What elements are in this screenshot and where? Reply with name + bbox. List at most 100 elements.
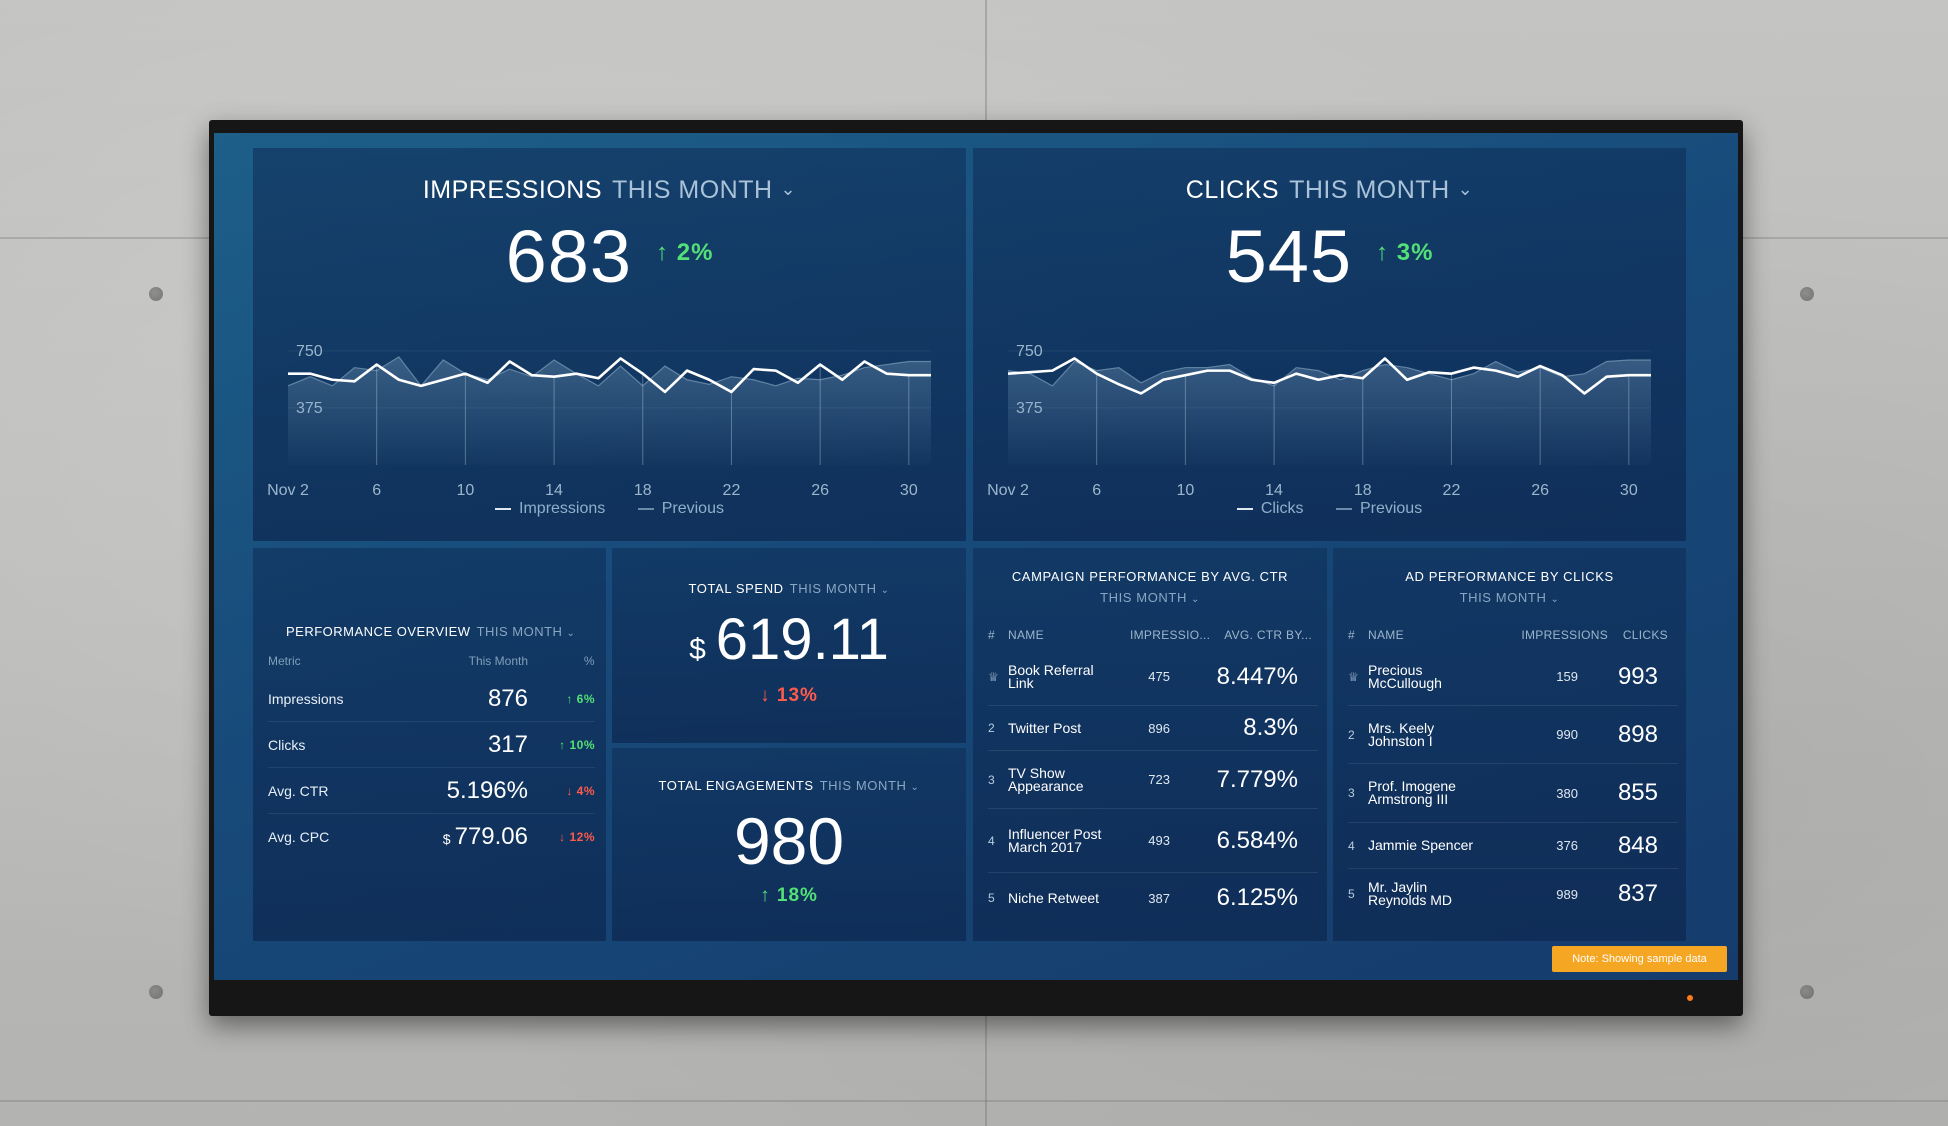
performance-overview-title: PERFORMANCE OVERVIEW — [286, 624, 471, 639]
x-tick-label: Nov 2 — [987, 482, 1029, 499]
legend-item-previous[interactable]: Previous — [1335, 500, 1422, 517]
row-name: Prof. Imogene Armstrong III — [1368, 778, 1456, 807]
x-tick-label: 14 — [545, 482, 563, 499]
table-row[interactable]: 3 Prof. Imogene Armstrong III 380 855 — [1348, 764, 1678, 823]
x-tick-label: 14 — [1265, 482, 1283, 499]
y-tick-label: 750 — [1016, 343, 1043, 360]
clicks-legend: Clicks Previous — [973, 500, 1686, 518]
wall-tie — [1800, 985, 1814, 999]
column-header-metric: Metric — [268, 654, 301, 668]
wall-seam — [0, 1100, 1948, 1102]
period-selector[interactable]: THIS MONTH — [476, 624, 563, 639]
performance-overview-card: PERFORMANCE OVERVIEW THIS MONTH ⌄ Metric T… — [253, 548, 606, 941]
table-row[interactable]: 4 Jammie Spencer 376 848 — [1348, 823, 1678, 869]
row-impressions: 723 — [1148, 772, 1170, 787]
row-value: 837 — [1617, 880, 1658, 907]
table-row[interactable]: 4 Influencer Post March 2017 493 6.584% — [988, 809, 1318, 873]
trophy-icon: ♕ — [988, 669, 999, 684]
table-row[interactable]: 2 Mrs. Keely Johnston I 990 898 — [1348, 706, 1678, 764]
power-led — [1687, 995, 1693, 1001]
period-selector[interactable]: THIS MONTH — [1289, 176, 1450, 204]
ad-rows: ♕ Precious McCullough 159 993 2 Mrs. Keely Jo… — [1348, 648, 1678, 919]
metric-value: 5.196% — [408, 777, 528, 805]
metric-change-value: 6% — [576, 691, 595, 706]
rank-cell: 3 — [1348, 786, 1368, 800]
chevron-down-icon[interactable]: ⌄ — [566, 628, 576, 639]
legend-item-previous[interactable]: Previous — [637, 500, 724, 517]
chevron-down-icon[interactable]: ⌄ — [780, 179, 797, 199]
total-engagements-title: TOTAL ENGAGEMENTS — [658, 778, 814, 793]
row-impressions: 376 — [1556, 838, 1578, 853]
row-value: 6.125% — [1216, 884, 1298, 911]
table-header: Metric This Month % — [268, 654, 595, 676]
rank-cell: 4 — [1348, 839, 1368, 853]
column-header-rank: # — [988, 628, 995, 642]
column-header-percent: % — [583, 654, 595, 668]
table-row: Impressions 876 ↑ 6% — [268, 676, 595, 722]
row-value: 993 — [1617, 662, 1658, 690]
period-selector[interactable]: THIS MONTH — [819, 778, 907, 793]
row-impressions: 159 — [1556, 669, 1578, 684]
column-header-clicks: CLICKS — [1622, 628, 1668, 642]
metric-label: Avg. CTR — [268, 782, 329, 799]
table-row[interactable]: 5 Niche Retweet 387 6.125% — [988, 873, 1318, 923]
legend-swatch — [637, 507, 654, 510]
x-tick-label: 10 — [1176, 482, 1194, 499]
campaign-rows: ♕ Book Referral Link 475 8.447% 2 Twitter Pos… — [988, 648, 1318, 923]
campaign-period-row: THIS MONTH ⌄ — [973, 590, 1327, 605]
rank-number: 3 — [988, 772, 995, 787]
table-row[interactable]: ♕ Precious McCullough 159 993 — [1348, 648, 1678, 706]
period-selector[interactable]: THIS MONTH — [612, 176, 773, 204]
period-selector[interactable]: THIS MONTH — [1100, 590, 1187, 605]
table-row[interactable]: 5 Mr. Jaylin Reynolds MD 989 837 — [1348, 869, 1678, 919]
wall-tie — [1800, 287, 1814, 301]
series-previous-line — [287, 356, 931, 387]
period-selector[interactable]: THIS MONTH — [789, 581, 877, 596]
legend-item-clicks[interactable]: Clicks — [1236, 500, 1303, 517]
row-name: Niche Retweet — [1008, 889, 1100, 906]
legend-label: Impressions — [519, 500, 606, 517]
table-row[interactable]: 3 TV Show Appearance 723 7.779% — [988, 751, 1318, 809]
metric-number: 779.06 — [454, 823, 528, 850]
chevron-down-icon[interactable]: ⌄ — [1550, 594, 1560, 605]
rank-number: 5 — [988, 891, 995, 905]
metric-number: 5.196% — [446, 776, 528, 804]
campaign-performance-title: CAMPAIGN PERFORMANCE BY AVG. CTR — [1011, 569, 1289, 584]
row-value: 7.779% — [1216, 765, 1298, 793]
table-row[interactable]: 2 Twitter Post 896 8.3% — [988, 706, 1318, 751]
rank-number: 3 — [1348, 786, 1355, 800]
x-tick-label: 22 — [723, 482, 741, 499]
total-engagements-change-value: 18% — [776, 885, 818, 906]
row-name: TV Show Appearance — [1008, 764, 1084, 794]
legend-item-impressions[interactable]: Impressions — [495, 500, 605, 517]
period-selector[interactable]: THIS MONTH — [1459, 590, 1547, 605]
clicks-change-value: 3% — [1396, 239, 1434, 266]
chevron-down-icon[interactable]: ⌄ — [1190, 594, 1200, 605]
chevron-down-icon[interactable]: ⌄ — [910, 782, 920, 793]
impressions-change: ↑ 2% — [656, 239, 713, 266]
metric-label: Clicks — [268, 736, 306, 753]
row-impressions: 387 — [1148, 890, 1170, 906]
rank-cell: 5 — [988, 891, 1008, 905]
row-impressions: 493 — [1148, 833, 1170, 848]
total-engagements-card: TOTAL ENGAGEMENTS THIS MONTH ⌄ 980 ↑ 18% — [612, 748, 966, 941]
arrow-up-icon: ↑ — [1376, 239, 1397, 266]
rank-cell: 2 — [1348, 728, 1368, 742]
table-row[interactable]: ♕ Book Referral Link 475 8.447% — [988, 648, 1318, 706]
series-main-line — [288, 357, 931, 394]
chevron-down-icon[interactable]: ⌄ — [880, 585, 890, 596]
chevron-down-icon[interactable]: ⌄ — [1457, 179, 1474, 199]
legend-label: Previous — [661, 500, 724, 517]
x-tick-label: 26 — [1531, 482, 1549, 499]
rank-cell: ♕ — [1348, 670, 1368, 684]
series-main-line — [1007, 357, 1651, 395]
total-spend-title: TOTAL SPEND — [688, 581, 784, 596]
metric-value: 317 — [408, 731, 528, 759]
row-name: Jammie Spencer — [1368, 837, 1474, 853]
rank-number: 2 — [988, 721, 995, 735]
x-tick-label: 26 — [811, 482, 829, 499]
